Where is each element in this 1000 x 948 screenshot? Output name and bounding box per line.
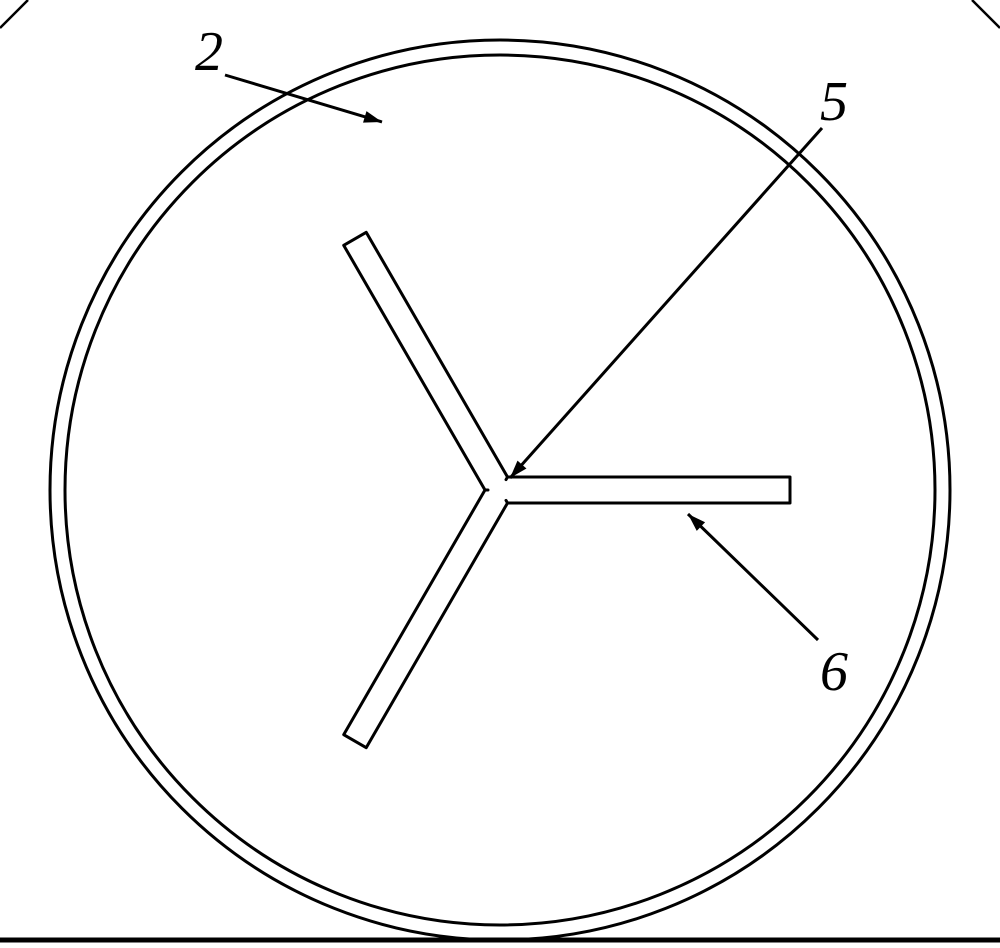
label-6: 6: [820, 641, 848, 703]
label-5: 5: [820, 71, 848, 133]
leader-arrow-6: [688, 514, 818, 640]
label-2: 2: [195, 21, 223, 83]
leader-arrow-5: [510, 128, 822, 478]
rotor-blades: [344, 232, 790, 747]
ring-inner-circle: [65, 55, 935, 925]
frame-corner-top-left: [0, 0, 28, 28]
ring-outer-circle: [50, 40, 950, 940]
frame-corner-top-right: [972, 0, 1000, 28]
diagram-canvas: 2 5 6: [0, 0, 1000, 948]
